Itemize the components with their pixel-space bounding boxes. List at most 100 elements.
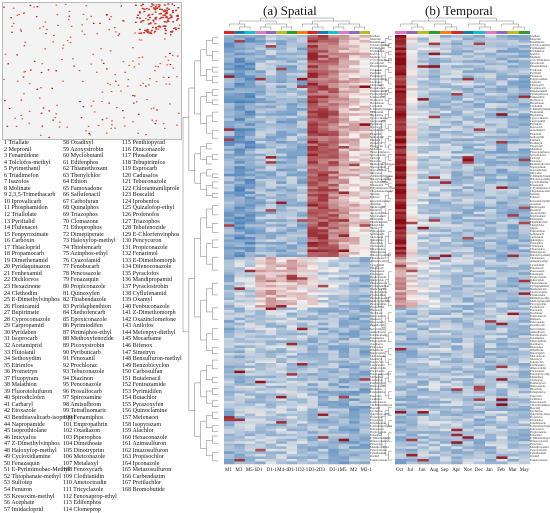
heatmap-cell xyxy=(428,335,441,339)
overview-cell xyxy=(117,84,120,86)
heatmap-cell xyxy=(518,108,531,111)
heatmap-cell xyxy=(462,322,475,326)
heatmap-cell xyxy=(451,226,463,230)
heatmap-cell xyxy=(234,249,246,253)
heatmap-cell xyxy=(473,297,486,301)
heatmap-cell xyxy=(406,461,418,465)
overview-cell xyxy=(100,48,102,50)
heatmap-cell xyxy=(507,431,520,435)
legend-entry: 37 Fluopyram xyxy=(4,375,39,382)
heatmap-cell xyxy=(462,325,475,329)
heatmap-cell xyxy=(428,77,441,81)
heatmap-cell xyxy=(473,67,486,71)
heatmap-cell xyxy=(265,118,277,122)
heatmap-cell xyxy=(286,153,298,157)
heatmap-cell xyxy=(395,347,407,351)
heatmap-cell xyxy=(417,161,430,164)
heatmap-cell xyxy=(255,171,267,175)
overview-cell xyxy=(172,10,174,12)
heatmap-cell xyxy=(338,413,350,417)
heatmap-cell xyxy=(224,80,235,84)
heatmap-cell xyxy=(440,428,452,432)
heatmap-cell xyxy=(297,153,308,157)
heatmap-cell xyxy=(451,408,463,412)
heatmap-cell xyxy=(507,186,520,190)
heatmap-cell xyxy=(473,431,486,435)
heatmap-cell xyxy=(224,385,235,389)
heatmap-cell xyxy=(349,428,360,432)
heatmap-cell xyxy=(440,347,452,351)
overview-cell xyxy=(151,13,154,16)
heatmap-cell xyxy=(417,138,430,142)
overview-cell xyxy=(151,26,154,29)
heatmap-cell xyxy=(518,398,531,402)
heatmap-cell xyxy=(265,135,277,139)
overview-cell xyxy=(146,31,149,34)
heatmap-cell xyxy=(473,148,486,152)
legend-entry: 78 Pencosazole xyxy=(63,270,101,277)
heatmap-cell xyxy=(349,115,360,119)
heatmap-cell xyxy=(406,312,418,316)
overview-cell xyxy=(114,127,116,129)
overview-cell xyxy=(165,15,168,18)
heatmap-cell xyxy=(276,436,287,440)
heatmap-cell xyxy=(338,77,350,81)
heatmap-cell xyxy=(265,211,277,215)
heatmap-cell xyxy=(286,373,298,376)
heatmap-cell xyxy=(224,436,235,440)
heatmap-cell xyxy=(440,168,452,172)
heatmap-cell xyxy=(462,181,475,185)
heatmap-cell xyxy=(276,418,287,422)
overview-cell xyxy=(178,112,180,114)
heatmap-cell xyxy=(338,393,350,397)
heatmap-cell xyxy=(428,135,441,139)
heatmap-cell xyxy=(451,448,463,452)
overview-cell xyxy=(48,136,51,139)
heatmap-cell xyxy=(328,45,340,48)
heatmap-cell xyxy=(317,421,329,424)
heatmap-cell xyxy=(265,411,277,414)
heatmap-cell xyxy=(417,330,430,334)
heatmap-cell xyxy=(276,332,287,336)
heatmap-cell xyxy=(349,60,360,64)
heatmap-cell xyxy=(417,446,430,450)
legend-entry: 110 Ametoctradin xyxy=(63,480,107,487)
heatmap-cell xyxy=(286,347,298,351)
heatmap-cell xyxy=(518,47,531,51)
heatmap-cell xyxy=(224,315,235,318)
heatmap-cell xyxy=(359,403,371,407)
heatmap-cell xyxy=(395,385,407,389)
heatmap-cell xyxy=(276,388,287,392)
heatmap-cell xyxy=(485,320,497,323)
heatmap-cell xyxy=(395,403,407,407)
heatmap-cell xyxy=(518,368,531,371)
heatmap-cell xyxy=(485,181,497,185)
heatmap-cell xyxy=(307,436,319,440)
heatmap-cell xyxy=(265,436,277,440)
heatmap-cell xyxy=(417,148,430,152)
heatmap-cell xyxy=(485,405,497,409)
heatmap-cell xyxy=(496,183,508,187)
heatmap-cell xyxy=(297,47,308,51)
heatmap-cell xyxy=(417,163,430,167)
heatmap-cell xyxy=(338,95,350,99)
legend-entry: 12 Triallolate xyxy=(4,212,37,219)
heatmap-cell xyxy=(496,330,508,334)
heatmap-cell xyxy=(440,252,452,255)
heatmap-cell xyxy=(496,143,508,147)
legend-entry: 45 Isoprothiolane xyxy=(4,428,47,435)
heatmap-cell xyxy=(496,421,508,424)
heatmap-cell xyxy=(462,262,475,265)
overview-cell xyxy=(134,21,137,23)
overview-cell xyxy=(148,14,151,16)
heatmap-cell xyxy=(406,254,418,258)
heatmap-cell xyxy=(428,115,441,119)
heatmap-cell xyxy=(473,272,486,276)
heatmap-cell xyxy=(286,151,298,154)
heatmap-cell xyxy=(428,294,441,298)
heatmap-cell xyxy=(473,199,486,202)
legend-entry: 82 Thiabendazole xyxy=(63,297,107,304)
heatmap-cell xyxy=(297,264,308,268)
heatmap-cell xyxy=(317,85,329,89)
heatmap-cell xyxy=(265,181,277,185)
